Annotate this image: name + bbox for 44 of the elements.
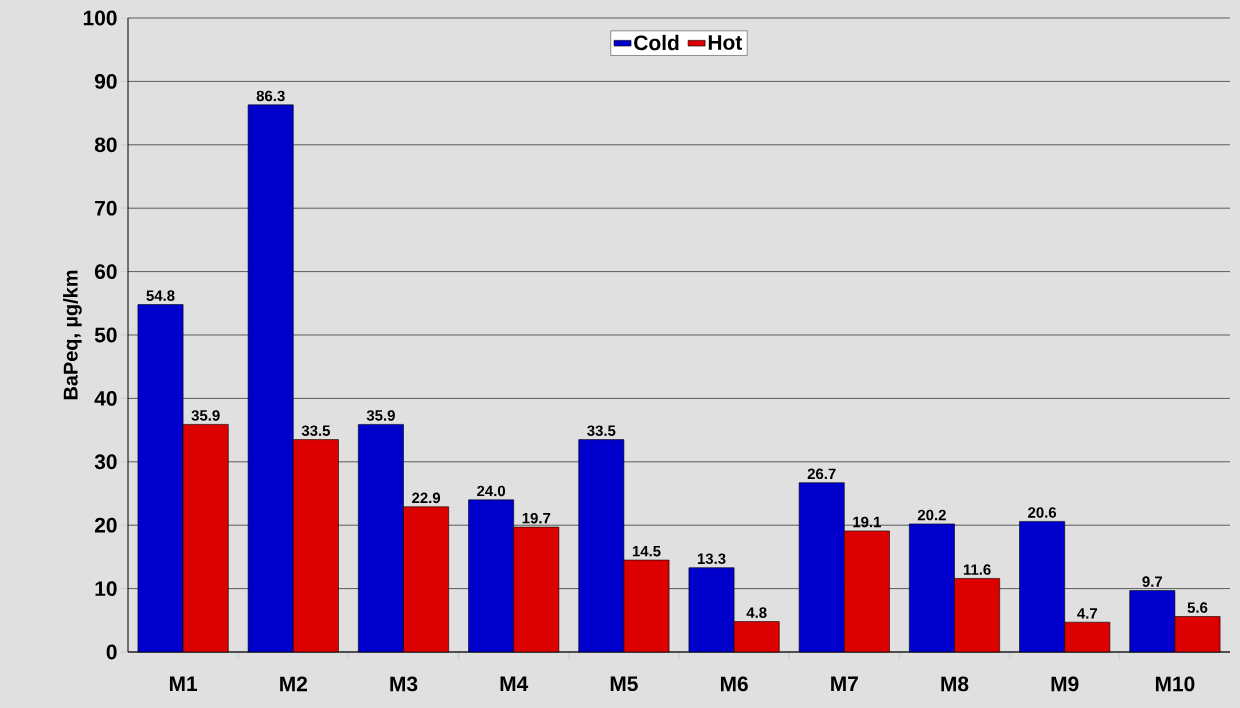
- y-tick-label: 70: [95, 200, 117, 216]
- x-tick-label: M9: [1051, 676, 1079, 692]
- y-tick-label: 100: [83, 10, 117, 26]
- data-label: 86.3: [256, 90, 285, 102]
- data-label: 4.8: [746, 607, 767, 618]
- y-tick-label: 20: [94, 517, 117, 533]
- data-label: 22.9: [412, 492, 441, 504]
- y-tick-label: 80: [94, 137, 117, 153]
- y-tick-label: 10: [95, 581, 117, 596]
- x-tick-label: M4: [500, 676, 529, 691]
- data-label: 26.7: [807, 468, 836, 480]
- data-label: 35.9: [191, 410, 220, 421]
- x-tick-label: M10: [1155, 676, 1195, 692]
- x-tick-label: M1: [169, 676, 198, 691]
- y-tick-label: 50: [94, 327, 117, 343]
- data-label: 19.7: [522, 512, 551, 524]
- legend-label: Hot: [708, 35, 743, 50]
- legend-label: Cold: [634, 34, 679, 51]
- y-axis-title: BaPeq, µg/km: [63, 270, 82, 400]
- data-label: 13.3: [697, 553, 726, 565]
- y-tick-label: 60: [94, 264, 117, 279]
- data-label: 35.9: [366, 410, 395, 421]
- y-tick-label: 0: [106, 644, 117, 660]
- x-tick-label: M7: [831, 676, 858, 691]
- data-label: 19.1: [853, 516, 882, 528]
- data-label: 14.5: [632, 546, 661, 557]
- data-label: 11.6: [963, 564, 991, 575]
- data-label: 5.6: [1187, 602, 1208, 613]
- data-label: 20.2: [917, 509, 946, 521]
- data-label: 24.0: [477, 485, 506, 497]
- y-tick-label: 40: [94, 390, 117, 406]
- x-tick-label: M3: [390, 676, 418, 692]
- x-tick-label: M5: [610, 676, 638, 692]
- y-tick-label: 90: [94, 73, 117, 89]
- x-tick-label: M8: [941, 676, 969, 692]
- y-tick-label: 30: [94, 454, 117, 470]
- data-label: 33.5: [587, 425, 616, 436]
- x-tick-label: M6: [720, 676, 748, 692]
- data-label: 54.8: [146, 290, 175, 301]
- data-label: 20.6: [1028, 507, 1057, 518]
- data-label: 9.7: [1142, 576, 1163, 587]
- data-label: 4.7: [1077, 608, 1098, 619]
- data-label: 33.5: [301, 425, 331, 436]
- x-tick-label: M2: [280, 676, 307, 692]
